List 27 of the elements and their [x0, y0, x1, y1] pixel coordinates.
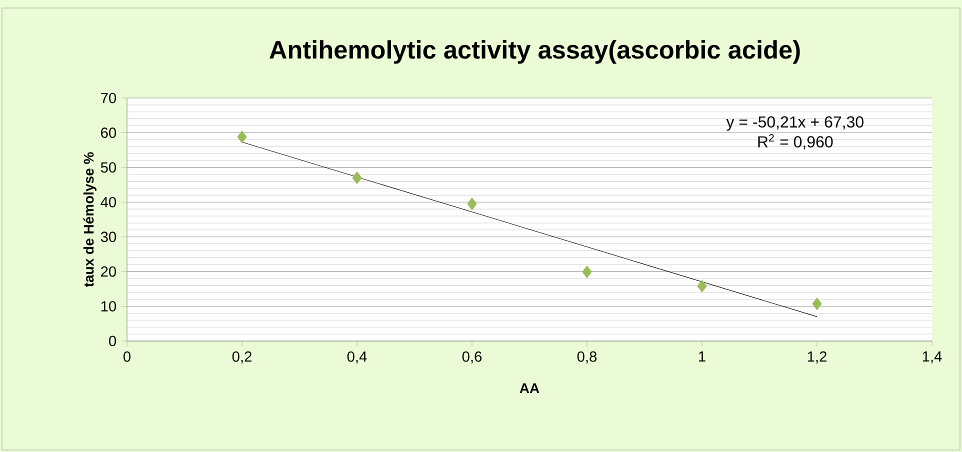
chart-title: Antihemolytic activity assay(ascorbic acide) [270, 40, 800, 64]
x-tick-label: 1,2 [808, 351, 826, 364]
y-tick-label: 20 [101, 266, 116, 277]
y-tick-label: 60 [101, 128, 116, 138]
x-tick-label: 1 [699, 351, 706, 362]
point [352, 172, 362, 184]
x-axis-title: AA [520, 383, 540, 393]
x-tick-label: 1,4 [922, 351, 942, 364]
y-tick-label: 70 [101, 92, 116, 104]
x-tick-label: 0,2 [232, 351, 252, 364]
y-axis-title: taux de Hémolyse % [83, 152, 96, 288]
point [697, 280, 707, 292]
annotation: y = -50,21x + 67,30 [726, 116, 864, 131]
y-tick-label: 10 [101, 301, 116, 312]
y-tick-label: 0 [109, 336, 116, 346]
point [467, 198, 477, 210]
x-tick-label: 0 [124, 351, 131, 362]
point [582, 266, 592, 278]
y-tick-label: 30 [100, 232, 116, 242]
x-tick-label: 0,4 [347, 351, 367, 364]
x-tick-label: 0,6 [462, 351, 482, 364]
annotation: R$^{2}$ = 0,960 [758, 134, 833, 150]
point [812, 298, 822, 310]
point [237, 130, 247, 144]
y-tick-label: 50 [100, 162, 116, 173]
y-tick-label: 40 [100, 196, 116, 208]
x-tick-label: 0,8 [577, 351, 597, 364]
